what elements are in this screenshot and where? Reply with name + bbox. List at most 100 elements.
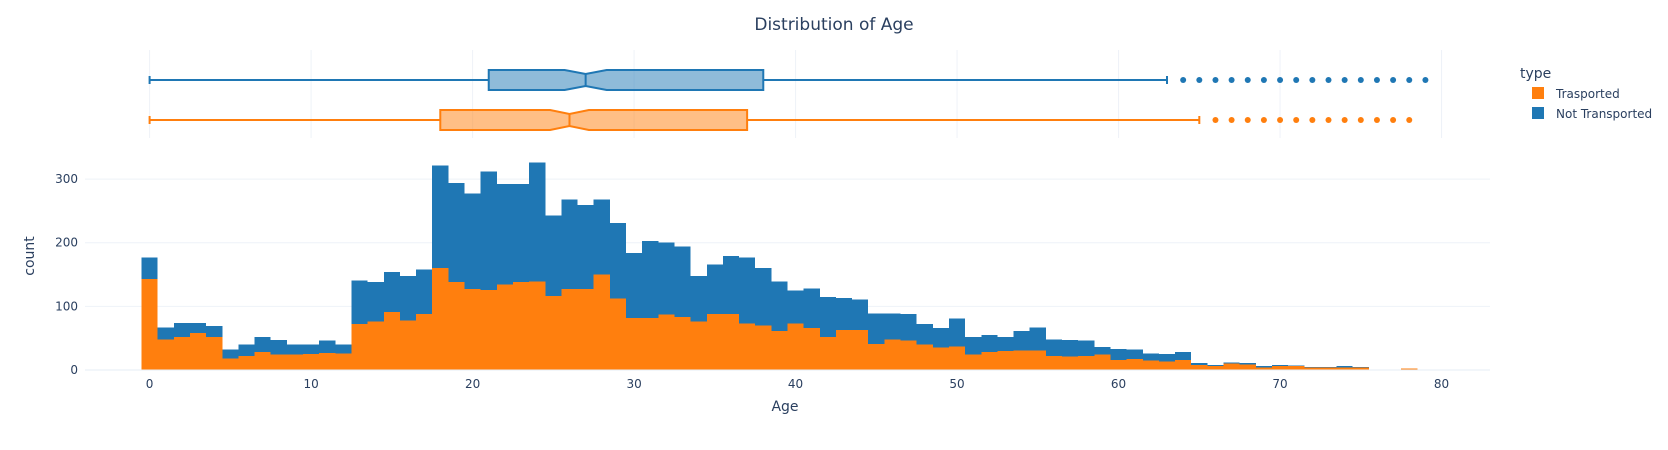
legend[interactable]: type Trasported Not Transported (1520, 66, 1652, 121)
outlier-point[interactable] (1325, 77, 1332, 83)
bar-not-transported[interactable] (1239, 363, 1256, 365)
bar-not-transported[interactable] (141, 257, 158, 279)
bar-trasported[interactable] (561, 289, 578, 370)
outlier-point[interactable] (1277, 77, 1284, 83)
bar-not-transported[interactable] (916, 324, 933, 345)
bar-not-transported[interactable] (609, 223, 627, 299)
bar-not-transported[interactable] (626, 252, 643, 318)
legend-item-trasported[interactable]: Trasported (1532, 87, 1620, 101)
bar-not-transported[interactable] (448, 182, 465, 283)
bar-not-transported[interactable] (642, 240, 659, 318)
bar-trasported[interactable] (1110, 359, 1127, 370)
outlier-point[interactable] (1228, 77, 1235, 83)
bar-trasported[interactable] (1288, 366, 1305, 370)
bar-not-transported[interactable] (496, 184, 513, 285)
bar-not-transported[interactable] (739, 257, 756, 324)
outlier-point[interactable] (1212, 77, 1219, 83)
boxplot-not-transported[interactable] (148, 69, 1429, 91)
outlier-point[interactable] (1357, 117, 1364, 123)
bar-trasported[interactable] (1239, 364, 1256, 370)
bar-not-transported[interactable] (561, 199, 578, 290)
bar-not-transported[interactable] (1191, 363, 1208, 365)
bar-not-transported[interactable] (529, 162, 546, 282)
bar-trasported[interactable] (706, 314, 723, 370)
boxplot-trasported[interactable] (148, 109, 1413, 131)
bar-trasported[interactable] (1401, 368, 1418, 370)
bar-not-transported[interactable] (1029, 327, 1046, 351)
bar-not-transported[interactable] (367, 282, 384, 322)
outlier-point[interactable] (1357, 77, 1364, 83)
bar-trasported[interactable] (932, 347, 949, 370)
bar-trasported[interactable] (835, 329, 853, 370)
bar-trasported[interactable] (238, 356, 255, 370)
outlier-point[interactable] (1196, 77, 1203, 83)
bar-not-transported[interactable] (480, 171, 497, 290)
bar-trasported[interactable] (189, 333, 207, 370)
bar-not-transported[interactable] (1126, 349, 1143, 360)
bar-trasported[interactable] (852, 329, 869, 370)
bar-not-transported[interactable] (722, 256, 740, 314)
bar-not-transported[interactable] (254, 336, 271, 353)
outlier-point[interactable] (1406, 77, 1413, 83)
bar-trasported[interactable] (900, 340, 917, 370)
bar-not-transported[interactable] (981, 335, 998, 353)
bar-trasported[interactable] (367, 321, 384, 370)
bar-trasported[interactable] (1207, 366, 1224, 370)
bar-not-transported[interactable] (303, 344, 320, 355)
bar-trasported[interactable] (286, 354, 304, 370)
bar-not-transported[interactable] (206, 326, 223, 337)
bar-not-transported[interactable] (1078, 340, 1095, 356)
bar-trasported[interactable] (464, 289, 481, 370)
bar-not-transported[interactable] (1255, 366, 1272, 368)
bar-not-transported[interactable] (771, 281, 788, 332)
outlier-point[interactable] (1212, 117, 1219, 123)
bar-not-transported[interactable] (238, 344, 255, 356)
bar-not-transported[interactable] (690, 275, 707, 322)
bar-not-transported[interactable] (803, 288, 820, 328)
bar-not-transported[interactable] (432, 165, 449, 269)
bar-not-transported[interactable] (319, 340, 336, 353)
bar-not-transported[interactable] (852, 299, 869, 330)
bar-trasported[interactable] (787, 323, 804, 370)
bar-not-transported[interactable] (835, 298, 853, 330)
outlier-point[interactable] (1390, 77, 1397, 83)
bar-not-transported[interactable] (1062, 340, 1079, 357)
bar-trasported[interactable] (335, 353, 352, 370)
outlier-point[interactable] (1406, 117, 1413, 123)
outlier-point[interactable] (1293, 117, 1300, 123)
bar-trasported[interactable] (593, 274, 610, 370)
bar-trasported[interactable] (722, 314, 740, 370)
bar-not-transported[interactable] (577, 205, 594, 290)
bar-trasported[interactable] (803, 328, 820, 370)
bar-trasported[interactable] (1045, 356, 1063, 370)
bar-trasported[interactable] (1304, 367, 1321, 370)
bar-not-transported[interactable] (1110, 349, 1127, 360)
bar-not-transported[interactable] (948, 318, 966, 347)
bar-not-transported[interactable] (464, 193, 481, 290)
bar-trasported[interactable] (1175, 359, 1192, 370)
bar-trasported[interactable] (965, 354, 982, 370)
bar-trasported[interactable] (157, 339, 174, 370)
bar-not-transported[interactable] (787, 290, 804, 324)
bar-trasported[interactable] (1013, 350, 1030, 370)
bar-not-transported[interactable] (1013, 331, 1030, 351)
bar-not-transported[interactable] (222, 349, 239, 359)
bar-not-transported[interactable] (270, 340, 287, 355)
outlier-point[interactable] (1244, 77, 1251, 83)
outlier-point[interactable] (1390, 117, 1397, 123)
bar-not-transported[interactable] (965, 336, 982, 355)
bar-not-transported[interactable] (286, 344, 304, 355)
bar-trasported[interactable] (545, 296, 562, 370)
bar-not-transported[interactable] (1094, 347, 1111, 355)
bar-not-transported[interactable] (900, 314, 917, 341)
bar-not-transported[interactable] (1336, 366, 1353, 368)
bar-not-transported[interactable] (1158, 354, 1176, 362)
bar-not-transported[interactable] (593, 199, 610, 275)
bar-trasported[interactable] (254, 352, 271, 370)
bar-trasported[interactable] (1191, 364, 1208, 370)
bar-trasported[interactable] (399, 320, 417, 370)
bar-not-transported[interactable] (706, 264, 723, 314)
bar-not-transported[interactable] (1288, 365, 1305, 367)
bar-not-transported[interactable] (1271, 364, 1289, 367)
bar-trasported[interactable] (303, 354, 320, 370)
